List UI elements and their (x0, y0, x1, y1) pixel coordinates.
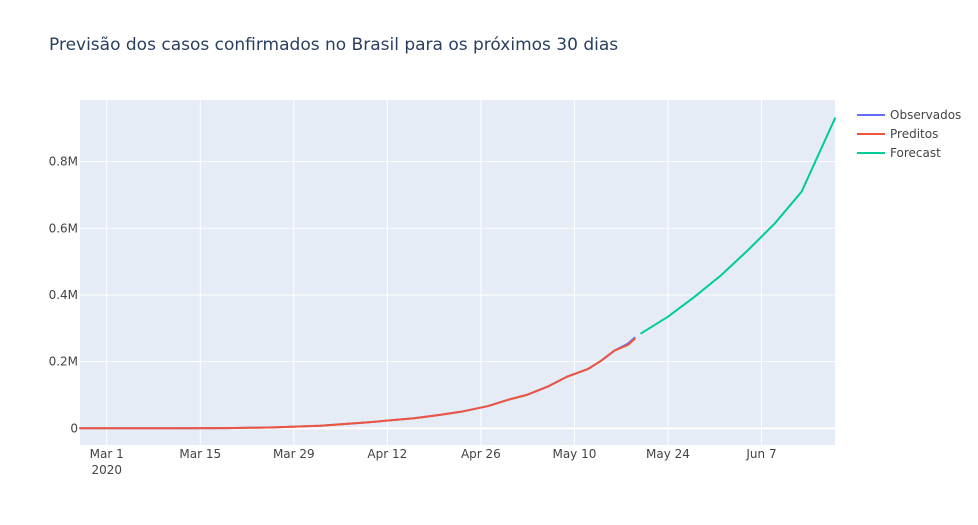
plot-area[interactable] (80, 100, 835, 445)
x-tick-label: Jun 7 (745, 447, 776, 461)
y-axis-ticks: 0 0.2M 0.4M 0.6M 0.8M (49, 155, 78, 436)
x-tick-label: May 10 (552, 447, 596, 461)
y-tick-label: 0.6M (49, 221, 78, 235)
x-tick-label: Mar 29 (273, 447, 315, 461)
series-line-preditos[interactable] (79, 338, 636, 430)
legend-label: Forecast (890, 146, 941, 160)
series-lines (79, 117, 836, 430)
x-tick-label: Apr 26 (461, 447, 501, 461)
chart-title: Previsão dos casos confirmados no Brasil… (49, 35, 618, 55)
y-tick-label: 0.8M (49, 155, 78, 169)
legend-label: Preditos (890, 127, 938, 141)
legend-label: Observados (890, 108, 961, 122)
legend-item-preditos[interactable]: Preditos (857, 127, 938, 141)
series-line-forecast[interactable] (640, 117, 836, 335)
y-gridlines (80, 161, 835, 430)
y-tick-label: 0 (70, 421, 78, 435)
x-tick-label: Mar 1 (90, 447, 124, 461)
legend[interactable]: Observados Preditos Forecast (857, 108, 961, 160)
x-tick-label: May 24 (646, 447, 690, 461)
x-gridlines (106, 100, 763, 445)
x-tick-sublabel: 2020 (91, 463, 122, 477)
y-tick-label: 0.2M (49, 355, 78, 369)
legend-item-observados[interactable]: Observados (857, 108, 961, 122)
legend-item-forecast[interactable]: Forecast (857, 146, 941, 160)
x-tick-label: Mar 15 (179, 447, 221, 461)
x-tick-label: Apr 12 (367, 447, 407, 461)
y-tick-label: 0.4M (49, 288, 78, 302)
x-axis-ticks: Mar 1 2020 Mar 15 Mar 29 Apr 12 Apr 26 May 10 M… (90, 447, 777, 477)
